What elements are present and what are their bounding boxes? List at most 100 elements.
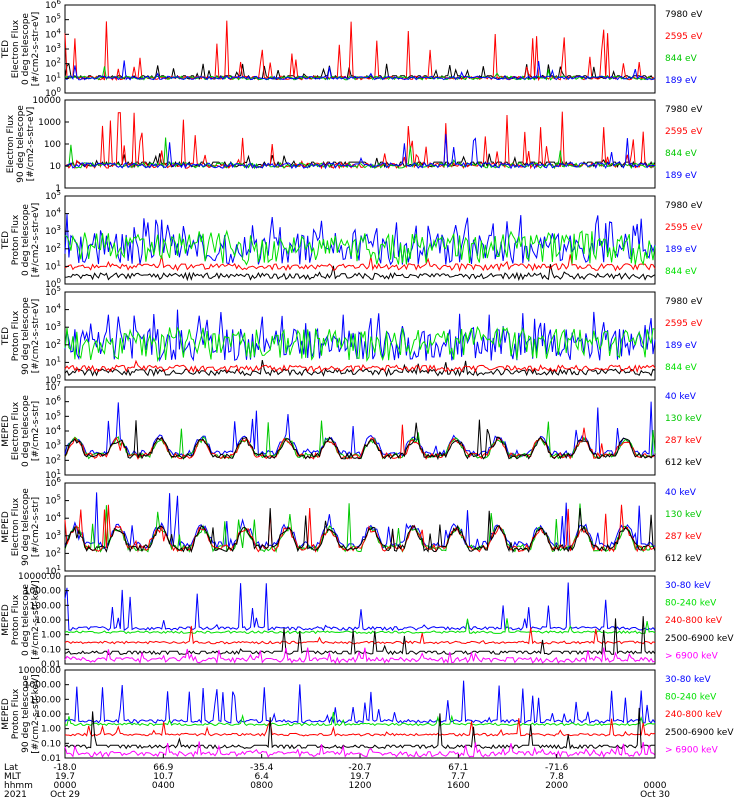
legend-entry: 80-240 keV bbox=[665, 693, 717, 703]
y-tick-label: 106 bbox=[45, 476, 61, 489]
y-tick-label: 10 bbox=[50, 162, 62, 172]
x-tick-label: 7.7 bbox=[451, 772, 465, 782]
y-tick-label: 100.00 bbox=[30, 695, 62, 705]
series-line bbox=[64, 325, 656, 363]
y-tick-label: 107 bbox=[45, 380, 61, 393]
y-tick-label: 10000.00 bbox=[18, 572, 61, 582]
x-tick-label: 7.8 bbox=[550, 772, 565, 782]
x-tick-label: 1600 bbox=[447, 781, 470, 791]
legend-entry: 2595 eV bbox=[665, 127, 703, 137]
legend-entry: 130 keV bbox=[665, 510, 702, 520]
y-axis-label: TEDProton Flux0 deg telescope[#/cm2-s-st… bbox=[1, 203, 41, 278]
y-axis-label: TEDElectron Flux0 deg telescope[#/cm2-s-… bbox=[1, 12, 41, 87]
series-line bbox=[64, 137, 656, 170]
series-line bbox=[64, 647, 656, 665]
y-tick-label: 102 bbox=[45, 546, 61, 559]
y-tick-label: 1000.00 bbox=[24, 681, 61, 691]
legend-entry: 40 keV bbox=[665, 392, 697, 402]
legend-entry: 287 keV bbox=[665, 532, 702, 542]
x-axis-row-label: 2021 bbox=[4, 790, 27, 800]
y-tick-label: 103 bbox=[45, 529, 61, 542]
legend-entry: 189 eV bbox=[665, 245, 698, 255]
y-tick-label: 101 bbox=[45, 355, 61, 368]
series-line bbox=[64, 618, 656, 635]
legend-entry: 7980 eV bbox=[665, 10, 703, 20]
legend-entry: 2595 eV bbox=[665, 223, 703, 233]
y-tick-label: 100 bbox=[45, 373, 61, 386]
y-tick-label: 103 bbox=[45, 320, 61, 333]
y-tick-label: 104 bbox=[45, 303, 61, 316]
y-tick-label: 106 bbox=[45, 0, 61, 11]
legend-entry: 2500-6900 keV bbox=[665, 728, 734, 738]
x-tick-label: 66.9 bbox=[153, 763, 173, 773]
y-tick-label: 1.00 bbox=[41, 631, 61, 641]
series-line bbox=[64, 264, 656, 282]
series-line bbox=[64, 504, 656, 553]
x-tick-label: Oct 30 bbox=[640, 790, 670, 800]
legend-entry: > 6900 keV bbox=[665, 745, 719, 755]
legend-entry: 189 eV bbox=[665, 76, 698, 86]
legend-entry: 844 eV bbox=[665, 149, 698, 159]
x-tick-label: 67.1 bbox=[448, 763, 468, 773]
y-tick-label: 103 bbox=[45, 439, 61, 452]
x-tick-label: 1200 bbox=[349, 781, 372, 791]
legend-entry: 30-80 keV bbox=[665, 675, 711, 685]
legend-entry: 189 eV bbox=[665, 341, 698, 351]
series-line bbox=[64, 680, 656, 725]
x-axis-row-label: hhmm bbox=[4, 781, 33, 791]
y-tick-label: 10000.00 bbox=[18, 666, 61, 676]
y-tick-label: 1 bbox=[55, 184, 61, 194]
y-tick-label: 105 bbox=[45, 13, 61, 26]
legend-entry: 189 eV bbox=[665, 171, 698, 181]
plot-frame bbox=[64, 386, 656, 476]
y-tick-label: 105 bbox=[45, 285, 61, 298]
y-axis-label: Electron Flux90 deg telescope[#/cm2-s-st… bbox=[6, 105, 36, 183]
y-tick-label: 103 bbox=[45, 224, 61, 237]
panel-6: 101 102 103 104 105 106 MEPEDElectron Flux90 d… bbox=[1, 476, 702, 577]
plot-frame bbox=[64, 482, 656, 572]
legend-entry: 844 eV bbox=[665, 54, 698, 64]
panel-3: 100 101 102 103 104 105 TEDProton Flux0 deg te… bbox=[1, 189, 703, 290]
series-line bbox=[64, 503, 656, 553]
x-tick-label: -35.4 bbox=[250, 763, 274, 773]
series-line bbox=[64, 20, 656, 82]
legend-entry: 2595 eV bbox=[665, 319, 703, 329]
panel-7: 0.01 0.10 1.00 10.00 100.00 1000.00 10000.00ME… bbox=[1, 572, 734, 670]
y-axis-label: MEPEDElectron Flux90 deg telescope[#/cm2… bbox=[1, 488, 41, 566]
y-tick-label: 101 bbox=[45, 564, 61, 577]
y-tick-label: 104 bbox=[45, 424, 61, 437]
x-tick-label: 0400 bbox=[152, 781, 175, 791]
y-tick-label: 104 bbox=[45, 27, 61, 40]
series-line bbox=[64, 309, 656, 362]
x-axis-row-label: MLT bbox=[4, 772, 22, 782]
series-line bbox=[64, 718, 656, 737]
series-line bbox=[64, 419, 656, 461]
series-line bbox=[64, 60, 656, 81]
legend-entry: 844 eV bbox=[665, 267, 698, 277]
y-tick-label: 10.00 bbox=[35, 616, 61, 626]
y-tick-label: 100 bbox=[45, 86, 61, 99]
y-tick-label: 104 bbox=[45, 207, 61, 220]
plot-frame bbox=[64, 99, 656, 189]
y-tick-label: 101 bbox=[45, 71, 61, 84]
plot-frame bbox=[64, 195, 656, 285]
legend-entry: 240-800 keV bbox=[665, 616, 723, 626]
y-tick-label: 104 bbox=[45, 511, 61, 524]
x-tick-label: -71.6 bbox=[545, 763, 569, 773]
y-tick-label: 102 bbox=[45, 338, 61, 351]
y-tick-label: 1000 bbox=[38, 118, 61, 128]
y-tick-label: 100 bbox=[45, 277, 61, 290]
x-axis-row-label: Lat bbox=[4, 763, 19, 773]
y-axis-label: TEDProton Flux90 deg telescope[#/cm2-s-s… bbox=[1, 297, 41, 375]
x-tick-label: 2000 bbox=[545, 781, 568, 791]
y-tick-label: 10.00 bbox=[35, 710, 61, 720]
x-tick-label: 0000 bbox=[54, 781, 77, 791]
y-tick-label: 105 bbox=[45, 189, 61, 202]
series-line bbox=[64, 111, 656, 170]
series-line bbox=[64, 508, 656, 553]
series-line bbox=[64, 359, 656, 374]
